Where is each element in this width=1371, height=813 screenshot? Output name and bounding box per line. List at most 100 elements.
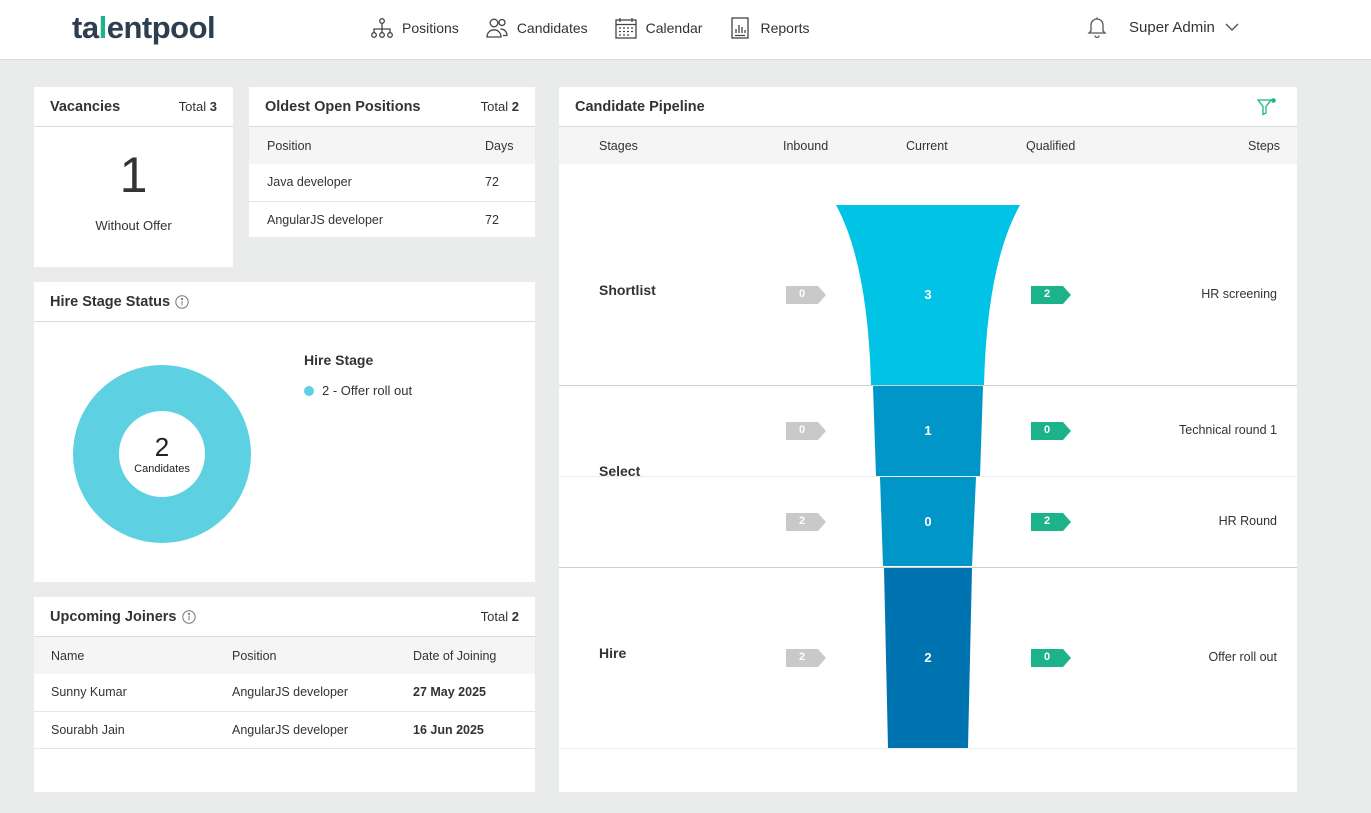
card-title: Candidate Pipeline: [575, 98, 705, 115]
step-divider: [559, 476, 1297, 477]
vacancies-count[interactable]: 1: [119, 147, 148, 203]
inbound-value: 2: [798, 515, 806, 527]
nav-positions[interactable]: Positions: [370, 16, 459, 40]
card-header: Hire Stage Status: [34, 282, 535, 322]
card-title: Hire Stage Status: [50, 294, 189, 310]
inbound-value: 0: [798, 424, 806, 436]
top-navigation-bar: talentpool Positions Candidates Calendar: [0, 0, 1371, 60]
position-cell[interactable]: AngularJS developer: [267, 212, 384, 227]
legend-item-label: 2 - Offer roll out: [322, 383, 413, 398]
column-steps: Steps: [1248, 139, 1280, 153]
card-header: Oldest Open Positions Total 2: [249, 87, 535, 127]
card-title-text: Upcoming Joiners: [50, 608, 177, 625]
card-header: Vacancies Total 3: [34, 87, 233, 127]
pipeline-column-headers: Stages Inbound Current Qualified Steps: [559, 127, 1297, 164]
pipeline-funnel-body: Shortlist Select Hire 0 3 2 HR screening…: [559, 164, 1297, 749]
legend-dot: [304, 385, 314, 396]
current-value: 3: [924, 287, 932, 302]
legend-item[interactable]: 2 - Offer roll out: [304, 383, 412, 398]
qualified-value: 0: [1043, 651, 1051, 663]
funnel-segment-offer-roll-out[interactable]: [884, 568, 972, 748]
main-nav: Positions Candidates Calendar Reports: [370, 16, 810, 40]
donut-svg: [73, 365, 251, 543]
inbound-value: 2: [798, 651, 806, 663]
position-cell[interactable]: Java developer: [249, 164, 485, 202]
position-cell: AngularJS developer: [232, 674, 413, 712]
qualified-tag[interactable]: 2: [1031, 286, 1071, 304]
nav-candidates[interactable]: Candidates: [485, 16, 588, 40]
report-icon: [731, 17, 750, 39]
name-cell[interactable]: Sunny Kumar: [34, 674, 232, 712]
date-cell: 27 May 2025: [413, 674, 535, 712]
table-header-row: Position Days: [249, 127, 535, 164]
nav-positions-label: Positions: [402, 20, 459, 36]
card-title-text: Hire Stage Status: [50, 293, 171, 310]
qualified-tag[interactable]: 0: [1031, 649, 1071, 667]
inbound-value: 0: [798, 288, 806, 300]
stage-label-select[interactable]: Select: [599, 463, 641, 479]
total-count: Total 2: [480, 609, 519, 624]
step-label-technical-round-1: Technical round 1: [1179, 423, 1277, 437]
nav-reports-label: Reports: [760, 20, 810, 36]
current-value: 1: [924, 423, 932, 438]
column-current: Current: [906, 139, 948, 153]
upcoming-joiners-table: Name Position Date of Joining Sunny Kuma…: [34, 637, 535, 749]
nav-reports[interactable]: Reports: [728, 16, 810, 40]
vacancies-caption: Without Offer: [95, 218, 172, 233]
table-header-row: Name Position Date of Joining: [34, 637, 535, 674]
stage-divider: [559, 385, 1297, 386]
qualified-value: 0: [1043, 424, 1051, 436]
column-qualified: Qualified: [1026, 139, 1076, 153]
oldest-positions-table: Position Days Java developer 72 AngularJ…: [249, 127, 535, 238]
legend-title: Hire Stage: [304, 352, 374, 368]
org-chart-icon: [371, 18, 393, 38]
stage-divider: [559, 567, 1297, 568]
nav-calendar-label: Calendar: [645, 20, 703, 36]
filter-icon[interactable]: [1257, 97, 1277, 116]
column-inbound: Inbound: [783, 139, 829, 153]
info-icon[interactable]: [181, 609, 196, 624]
donut-slice-offer-roll-out[interactable]: [73, 365, 251, 543]
card-title: Oldest Open Positions: [265, 98, 421, 115]
users-icon: [486, 18, 508, 38]
candidate-pipeline-card: Candidate Pipeline Stages Inbound Curren…: [559, 87, 1297, 792]
column-header: Position: [232, 637, 413, 674]
hire-stage-donut-chart: 2 Candidates: [72, 364, 252, 544]
user-area: Super Admin: [1087, 16, 1239, 38]
donut-center-label: Candidates: [134, 463, 190, 475]
funnel-segment-technical-round-1[interactable]: [873, 386, 983, 476]
stage-label-shortlist[interactable]: Shortlist: [599, 282, 656, 298]
funnel-segment-hr-screening[interactable]: [836, 205, 1020, 385]
chevron-down-icon[interactable]: [1225, 23, 1239, 32]
step-label-hr-screening: HR screening: [1201, 287, 1277, 301]
qualified-tag[interactable]: 2: [1031, 513, 1071, 531]
inbound-tag[interactable]: 2: [786, 513, 826, 531]
inbound-tag[interactable]: 2: [786, 649, 826, 667]
table-row[interactable]: Sourabh Jain AngularJS developer 16 Jun …: [34, 711, 535, 749]
inbound-tag[interactable]: 0: [786, 286, 826, 304]
step-divider: [559, 748, 1297, 749]
bell-icon[interactable]: [1087, 16, 1107, 38]
donut-center-value: 2: [154, 432, 170, 462]
talentpool-logo[interactable]: talentpool: [72, 10, 216, 46]
nav-calendar[interactable]: Calendar: [614, 16, 703, 40]
step-label-hr-round: HR Round: [1218, 514, 1277, 528]
user-menu[interactable]: Super Admin: [1129, 18, 1215, 36]
days-cell: 72: [485, 164, 535, 202]
name-cell[interactable]: Sourabh Jain: [34, 711, 232, 749]
funnel-segment-hr-round[interactable]: [880, 477, 976, 566]
card-header: Candidate Pipeline: [559, 87, 1297, 127]
qualified-tag[interactable]: 0: [1031, 422, 1071, 440]
info-icon[interactable]: [175, 294, 189, 309]
current-value: 2: [924, 650, 932, 665]
table-row[interactable]: AngularJS developer 72: [249, 201, 535, 238]
column-header: Date of Joining: [413, 637, 535, 674]
inbound-tag[interactable]: 0: [786, 422, 826, 440]
stage-label-hire[interactable]: Hire: [599, 645, 627, 661]
hire-stage-status-card: Hire Stage Status 2 Candidates Hire Stag…: [34, 282, 535, 582]
column-header: Days: [485, 127, 535, 164]
total-count: Total 3: [178, 99, 217, 114]
table-row[interactable]: Java developer 72: [249, 164, 535, 202]
table-row[interactable]: Sunny Kumar AngularJS developer 27 May 2…: [34, 674, 535, 712]
column-header: Position: [249, 127, 485, 164]
